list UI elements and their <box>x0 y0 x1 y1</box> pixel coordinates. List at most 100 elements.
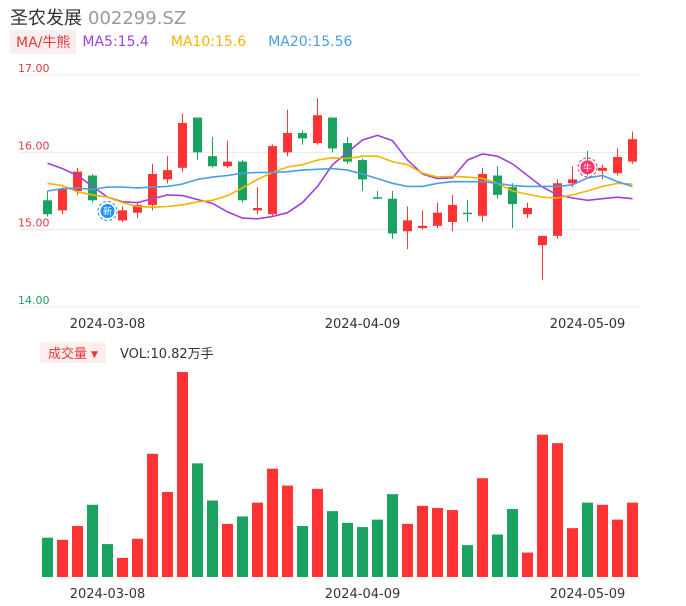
volume-bar <box>627 502 638 577</box>
volume-x-tick-label: 2024-05-09 <box>550 587 626 602</box>
candle-body <box>448 204 457 222</box>
candle-body <box>328 117 337 149</box>
candle-body <box>133 204 142 213</box>
volume-bar <box>387 494 398 577</box>
volume-bar <box>492 534 503 577</box>
candle-body <box>433 212 442 226</box>
volume-bar <box>327 511 338 577</box>
candle <box>553 179 562 239</box>
volume-indicator-button[interactable]: 成交量 ▼ <box>40 341 106 363</box>
candle-body <box>178 122 187 168</box>
candle-body <box>148 173 157 205</box>
y-tick-label: 17.00 <box>18 62 50 75</box>
candle <box>58 187 67 215</box>
ma20-label: MA20:15.56 <box>268 34 353 50</box>
y-tick-label: 14.00 <box>18 294 50 307</box>
volume-bar <box>147 453 158 577</box>
candle <box>268 144 277 216</box>
candle-body <box>403 220 412 232</box>
candle-body <box>253 208 262 211</box>
candle-body <box>373 197 382 199</box>
volume-bar <box>432 507 443 577</box>
volume-bar <box>342 522 353 577</box>
ma-legend: MA/牛熊 MA5:15.4 MA10:15.6 MA20:15.56 <box>10 30 374 54</box>
candle <box>43 191 52 217</box>
candle <box>223 140 232 168</box>
volume-bar <box>357 527 368 577</box>
candle <box>118 206 127 222</box>
volume-bar <box>87 504 98 577</box>
volume-bar <box>462 545 473 577</box>
volume-button-label: 成交量 <box>48 346 88 362</box>
volume-bar <box>177 372 188 577</box>
candle-body <box>313 115 322 144</box>
volume-bar <box>222 523 233 577</box>
candle <box>463 200 472 222</box>
candle-body <box>58 189 67 211</box>
volume-bar <box>117 557 128 577</box>
candle <box>208 136 217 168</box>
volume-bar <box>192 463 203 577</box>
volume-bar <box>402 523 413 577</box>
volume-bar <box>537 434 548 577</box>
x-tick-label: 2024-05-09 <box>550 317 626 332</box>
ma-indicator-button[interactable]: MA/牛熊 <box>10 30 77 54</box>
signal-marker: 牛 <box>577 157 598 178</box>
candle-body <box>163 170 172 180</box>
candle-body <box>73 171 82 191</box>
candle <box>298 130 307 145</box>
candle <box>373 191 382 199</box>
volume-bar <box>297 526 308 577</box>
volume-bar <box>597 504 608 577</box>
candle-body <box>628 139 637 162</box>
candle <box>313 98 322 145</box>
volume-bar <box>612 519 623 577</box>
volume-chart[interactable]: 2024-03-08 2024-04-09 2024-05-09 <box>0 366 686 606</box>
candle-body <box>268 146 277 215</box>
volume-bar <box>102 544 113 577</box>
volume-bar <box>282 485 293 577</box>
candle <box>538 235 547 280</box>
candle <box>613 148 622 176</box>
candle-body <box>613 156 622 174</box>
stock-title: 圣农发展 002299.SZ <box>10 4 186 30</box>
candle-body <box>118 210 127 221</box>
candle-body <box>88 175 97 201</box>
ma10-line <box>47 155 633 209</box>
candle-body <box>493 175 502 195</box>
candle <box>448 194 457 232</box>
candle <box>163 156 172 184</box>
candle <box>433 202 442 229</box>
marker-label: 新 <box>103 206 112 218</box>
candle <box>598 164 607 180</box>
stock-name: 圣农发展 <box>10 8 82 29</box>
candle-body <box>358 160 367 180</box>
candlestick-chart[interactable]: 17.00 16.00 15.00 14.00 2024-03-08 2024-04-09… <box>0 0 686 340</box>
ma20-line <box>47 167 633 192</box>
candle <box>628 131 637 164</box>
volume-x-tick-label: 2024-04-09 <box>325 587 401 602</box>
candle-body <box>193 117 202 153</box>
candle-body <box>238 161 247 201</box>
volume-bar <box>42 537 53 577</box>
x-tick-label: 2024-03-08 <box>70 317 146 332</box>
stock-code: 002299.SZ <box>88 8 187 29</box>
volume-bar <box>57 539 68 577</box>
candle <box>418 210 427 230</box>
marker-label: 牛 <box>583 162 592 174</box>
volume-bar <box>372 519 383 577</box>
candle <box>478 167 487 222</box>
volume-value: VOL:10.82万手 <box>119 346 214 362</box>
candle-body <box>538 235 547 246</box>
x-tick-label: 2024-04-09 <box>325 317 401 332</box>
marker-ring <box>97 201 118 222</box>
volume-bar <box>522 552 533 577</box>
volume-bar <box>417 505 428 577</box>
candle <box>403 206 412 249</box>
marker-dot <box>580 160 595 175</box>
volume-bar <box>552 443 563 577</box>
y-tick-label: 16.00 <box>18 139 50 152</box>
candle <box>253 187 262 215</box>
candle-body <box>568 179 577 184</box>
candle-body <box>418 225 427 229</box>
